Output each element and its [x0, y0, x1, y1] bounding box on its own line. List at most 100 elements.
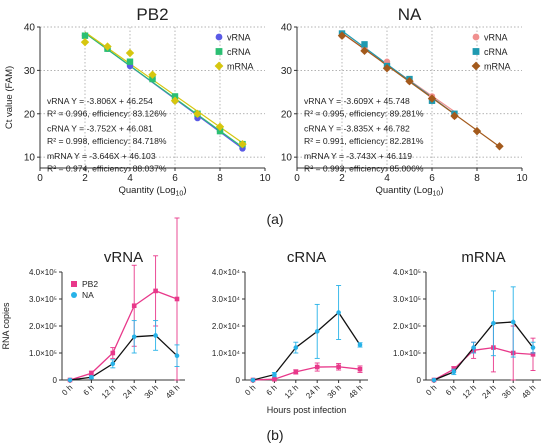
data-point [148, 70, 157, 79]
data-point [174, 353, 180, 359]
y-tick-label: 4.0×10⁵ [29, 268, 57, 277]
data-point [110, 361, 116, 367]
x-tick-label: 12 h [283, 383, 300, 400]
data-point [471, 345, 476, 350]
series-mrna [337, 31, 504, 151]
x-tick-label: 24 h [480, 383, 497, 400]
data-point [451, 369, 457, 375]
data-point [272, 376, 277, 382]
scatter-plot-pb2: Quantity (Log10) [37, 26, 266, 198]
data-point [337, 31, 347, 40]
time-course-vrna [59, 217, 185, 383]
data-point [67, 377, 73, 383]
x-axis-label: Hours post infection [267, 405, 347, 415]
x-axis-label-sub: 10 [176, 191, 184, 198]
legend-label: mRNA [484, 62, 511, 72]
data-point [360, 46, 369, 56]
x-tick-label: 10 [259, 173, 271, 184]
y-tick-label: 30 [24, 66, 36, 77]
data-point [472, 126, 482, 136]
legend-label: vRNA [484, 33, 508, 43]
chart-title: cRNA [287, 249, 326, 266]
data-point [491, 321, 496, 326]
legend-label: NA [82, 290, 94, 300]
data-point [81, 32, 89, 39]
legend-marker-crna [215, 48, 223, 55]
x-tick-label: 8 [217, 173, 223, 184]
y-tick-label: 2.0×10⁵ [29, 322, 57, 331]
x-tick-label: 6 [429, 173, 435, 184]
series-line [433, 321, 534, 381]
y-tick-label: 40 [24, 23, 36, 34]
x-tick-label: 12 h [461, 383, 478, 400]
data-point [131, 334, 137, 340]
time-course-crna [242, 271, 368, 383]
data-point [103, 42, 112, 51]
legend-label: cRNA [484, 47, 508, 57]
x-tick-label: 24 h [121, 383, 138, 400]
legend-marker-pb2 [71, 281, 77, 287]
y-tick-label: 2.0×10⁵ [393, 322, 421, 331]
data-point [427, 94, 437, 103]
data-point [215, 122, 225, 131]
chart-title: mRNA [461, 249, 505, 266]
x-tick-label: 0 [294, 173, 300, 184]
series-pb2 [67, 217, 180, 383]
legend-marker-mrna [214, 61, 224, 71]
data-point [89, 370, 94, 376]
data-point [357, 342, 363, 348]
series-na [431, 286, 536, 383]
time-course-mrna [423, 271, 541, 383]
legend-marker-vrna [215, 33, 223, 41]
series-pb2 [250, 362, 363, 383]
x-tick-label: 8 [474, 173, 480, 184]
chart-title: NA [398, 5, 422, 24]
data-point [125, 48, 135, 58]
legend-marker-na [71, 292, 77, 298]
equation-text: R² = 0.991, efficiency: 82.281% [304, 136, 424, 146]
y-tick-label: 1.0×10⁵ [393, 349, 421, 358]
data-point [336, 364, 341, 370]
series-mrna [80, 37, 247, 149]
data-point [216, 127, 224, 135]
data-point [530, 345, 536, 350]
x-tick-label: 48 h [347, 383, 364, 400]
x-tick-label: 24 h [304, 383, 321, 400]
y-tick-label: 3.0×10⁵ [29, 295, 57, 304]
data-point [382, 64, 392, 73]
scatter-plot-na: Quantity (Log10) [294, 26, 523, 198]
x-tick-label: 36 h [326, 383, 343, 400]
x-axis-label-end: ) [183, 185, 186, 196]
series-vrna [338, 32, 458, 120]
x-tick-label: 0 h [243, 383, 257, 397]
data-point [238, 139, 247, 149]
equation-text: R² = 0.974, efficiency: 88.037% [47, 164, 167, 174]
data-point [314, 364, 320, 370]
legend-label: PB2 [82, 279, 98, 289]
equation-text: mRNA Y = -3.743X + 46.119 [304, 151, 412, 161]
y-tick-label: 3.0×10⁵ [393, 295, 421, 304]
series-line [69, 290, 178, 381]
x-tick-label: 48 h [520, 383, 537, 400]
data-point [272, 372, 277, 377]
y-tick-label: 1.0×10⁵ [29, 349, 57, 358]
data-point [431, 377, 437, 383]
legend-marker-crna [472, 48, 480, 55]
y-tick-label: 20 [281, 109, 293, 120]
x-axis-label-text: Quantity (Log [375, 185, 432, 196]
data-point [170, 96, 180, 105]
x-tick-label: 36 h [143, 383, 160, 400]
x-tick-label: 36 h [500, 383, 517, 400]
series-line [252, 366, 361, 381]
x-tick-label: 10 [516, 173, 528, 184]
data-point [450, 111, 459, 121]
data-point [293, 369, 299, 375]
chart-title: vRNA [104, 249, 143, 266]
series-line [252, 311, 361, 381]
equation-text: cRNA Y = -3.752X + 46.081 [47, 124, 153, 134]
y-tick-label: 10 [24, 153, 36, 164]
x-tick-label: 6 [172, 173, 178, 184]
data-point [149, 75, 156, 83]
data-point [530, 352, 536, 357]
